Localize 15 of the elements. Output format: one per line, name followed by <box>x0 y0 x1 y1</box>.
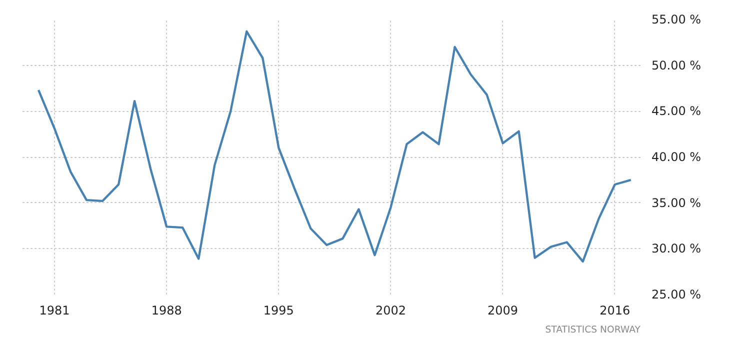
y-tick-label: 30.00 % <box>652 242 702 256</box>
x-tick-label: 1995 <box>263 304 294 318</box>
x-tick-label: 2016 <box>600 304 630 318</box>
x-tick-label: 1988 <box>151 304 182 318</box>
line-series <box>37 30 632 263</box>
x-tick-label: 2002 <box>375 304 406 318</box>
y-tick-label: 40.00 % <box>652 150 702 164</box>
y-tick-label: 45.00 % <box>652 104 702 118</box>
y-tick-label: 25.00 % <box>652 288 702 302</box>
y-tick-label: 50.00 % <box>652 58 702 72</box>
x-tick-label: 1981 <box>39 304 70 318</box>
x-tick-label: 2009 <box>488 304 518 318</box>
y-tick-label: 55.00 % <box>652 12 702 26</box>
text: STATISTICS NORWAY <box>545 324 641 336</box>
y-tick-label: 35.00 % <box>652 196 702 210</box>
